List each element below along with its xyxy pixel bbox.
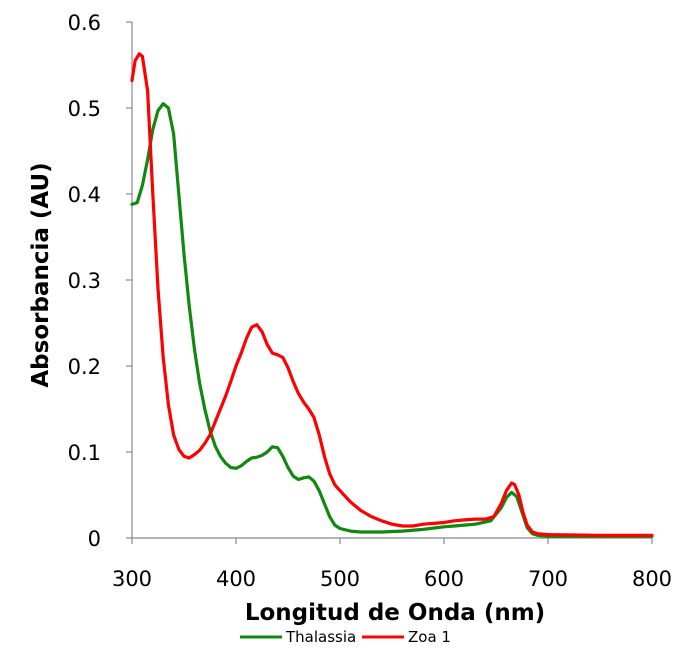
x-axis-title: Longitud de Onda (nm)	[245, 600, 545, 626]
y-tick-label: 0.2	[68, 355, 101, 379]
y-tick-label: 0.1	[68, 441, 101, 465]
x-tick-label: 800	[632, 567, 672, 591]
y-tick-label: 0	[88, 527, 101, 551]
series-lines	[130, 52, 654, 538]
legend-label-zoa-1: Zoa 1	[408, 628, 451, 646]
x-tick-label: 600	[424, 567, 464, 591]
x-tick-label: 700	[528, 567, 568, 591]
y-tick-label: 0.4	[68, 183, 101, 207]
tick-marks: 0 0.1 0.2 0.3 0.4 0.5 0.6 300 400 500 600 700 800	[68, 11, 672, 591]
legend: Thalassia Zoa 1	[240, 628, 451, 646]
x-tick-label: 500	[320, 567, 360, 591]
x-tick-label: 300	[112, 567, 152, 591]
series-line-zoa-1	[130, 52, 654, 537]
y-axis-title: Absorbancia (AU)	[28, 162, 54, 387]
series-line-thalassia	[130, 102, 654, 538]
axes	[131, 22, 652, 539]
y-tick-label: 0.3	[68, 269, 101, 293]
y-tick-label: 0.6	[68, 11, 101, 35]
x-tick-label: 400	[216, 567, 256, 591]
y-tick-label: 0.5	[68, 97, 101, 121]
legend-label-thalassia: Thalassia	[285, 628, 356, 646]
